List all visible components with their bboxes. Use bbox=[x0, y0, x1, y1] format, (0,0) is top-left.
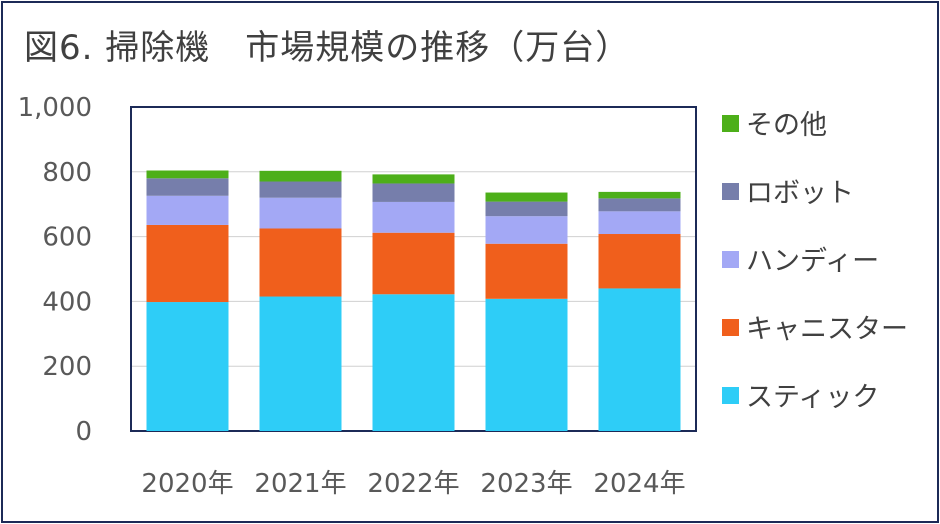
bar-segment bbox=[259, 181, 342, 198]
bar-segment bbox=[146, 195, 229, 225]
legend-swatch bbox=[722, 387, 739, 404]
bar-segment bbox=[485, 216, 568, 244]
bar-segment bbox=[485, 298, 568, 431]
x-tick-label: 2020年 bbox=[141, 469, 233, 499]
y-tick-label: 600 bbox=[42, 223, 92, 253]
bar-segment bbox=[485, 192, 568, 202]
bar-segment bbox=[259, 296, 342, 431]
bar-segment bbox=[598, 211, 681, 235]
legend-label: その他 bbox=[746, 110, 827, 141]
bar-segment bbox=[372, 183, 455, 202]
legend-swatch bbox=[722, 251, 739, 268]
y-tick-label: 200 bbox=[42, 352, 92, 382]
chart-title: 図6. 掃除機 市場規模の推移（万台） bbox=[24, 28, 631, 68]
bar-segment bbox=[372, 174, 455, 184]
bar-segment bbox=[598, 191, 681, 199]
legend-swatch bbox=[722, 115, 739, 132]
y-tick-label: 400 bbox=[42, 287, 92, 317]
bar-segment bbox=[372, 232, 455, 295]
legend-swatch bbox=[722, 319, 739, 336]
legend-label: スティック bbox=[746, 382, 879, 413]
bar-segment bbox=[598, 234, 681, 289]
bar-segment bbox=[372, 294, 455, 431]
bar-segment bbox=[259, 197, 342, 229]
bar-segment bbox=[485, 201, 568, 217]
x-tick-label: 2022年 bbox=[367, 469, 459, 499]
legend-label: キャニスター bbox=[746, 314, 908, 345]
bar-segment bbox=[146, 170, 229, 179]
legend-swatch bbox=[722, 183, 739, 200]
bar-segment bbox=[146, 224, 229, 303]
legend-label: ロボット bbox=[746, 178, 854, 209]
bar-segment bbox=[146, 302, 229, 431]
y-tick-label: 1,000 bbox=[18, 93, 92, 123]
bar-segment bbox=[259, 228, 342, 297]
bar-segment bbox=[259, 170, 342, 182]
bar-segment bbox=[485, 243, 568, 299]
y-tick-label: 0 bbox=[75, 417, 92, 447]
bar-segment bbox=[146, 178, 229, 196]
legend-label: ハンディー bbox=[746, 246, 879, 277]
bar-segment bbox=[598, 198, 681, 212]
x-tick-label: 2024年 bbox=[593, 469, 685, 499]
bar-segment bbox=[598, 288, 681, 431]
x-tick-label: 2023年 bbox=[480, 469, 572, 499]
bar-segment bbox=[372, 201, 455, 233]
x-tick-label: 2021年 bbox=[254, 469, 346, 499]
y-tick-label: 800 bbox=[42, 158, 92, 188]
